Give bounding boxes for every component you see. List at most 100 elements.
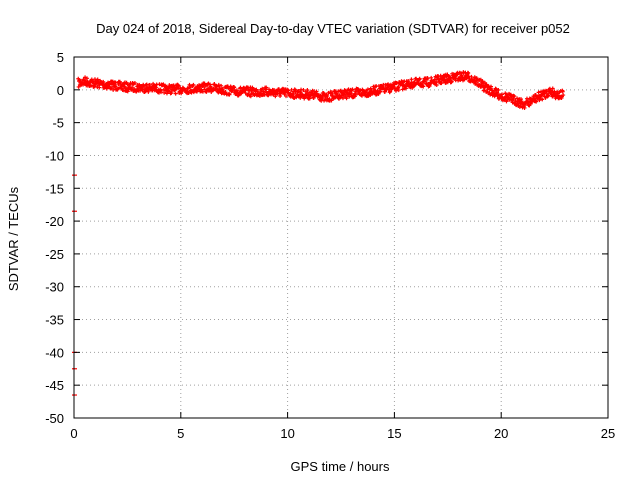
data-point xyxy=(284,94,289,99)
data-point xyxy=(406,81,411,86)
data-point xyxy=(162,90,167,95)
data-point xyxy=(510,100,515,105)
data-point xyxy=(344,96,349,101)
data-point xyxy=(291,92,296,97)
data-point xyxy=(264,85,269,90)
data-point xyxy=(473,80,478,85)
y-tick-label: -50 xyxy=(45,411,64,426)
data-point xyxy=(371,87,376,92)
data-point xyxy=(227,92,232,97)
data-point xyxy=(459,73,464,78)
data-point xyxy=(219,83,224,88)
data-point xyxy=(393,88,398,93)
data-point xyxy=(528,102,533,107)
data-point xyxy=(546,93,551,98)
data-point xyxy=(169,90,174,95)
y-axis-label: SDTVAR / TECUs xyxy=(6,186,21,291)
y-tick-label: 5 xyxy=(57,50,64,65)
y-tick-label: -5 xyxy=(52,116,64,131)
data-point xyxy=(552,90,557,95)
data-point xyxy=(216,82,221,87)
data-point xyxy=(223,90,228,95)
data-point xyxy=(560,89,565,94)
data-point xyxy=(496,88,501,93)
data-point xyxy=(113,84,118,89)
data-point xyxy=(254,87,259,92)
data-point xyxy=(132,81,137,86)
chart-title: Day 024 of 2018, Sidereal Day-to-day VTE… xyxy=(96,21,570,36)
x-tick-label: 0 xyxy=(70,426,77,441)
data-point xyxy=(549,88,554,93)
data-point xyxy=(489,84,494,89)
data-point xyxy=(147,82,152,87)
data-point xyxy=(500,92,505,97)
y-tick-label: -15 xyxy=(45,181,64,196)
data-point xyxy=(513,98,518,103)
data-point xyxy=(159,90,164,95)
data-point xyxy=(449,79,454,84)
y-tick-label: 0 xyxy=(57,83,64,98)
x-tick-label: 10 xyxy=(280,426,294,441)
data-point xyxy=(495,92,500,97)
data-point xyxy=(113,80,118,85)
data-point xyxy=(492,89,497,94)
data-point xyxy=(217,86,222,91)
data-point xyxy=(540,97,545,102)
data-point xyxy=(220,86,225,91)
data-point xyxy=(412,83,417,88)
data-point xyxy=(434,83,439,88)
data-point xyxy=(494,87,499,92)
data-point xyxy=(92,84,97,89)
data-point xyxy=(125,89,130,94)
data-point xyxy=(484,89,489,94)
data-point xyxy=(417,76,422,81)
x-tick-label: 15 xyxy=(387,426,401,441)
x-tick-label: 20 xyxy=(494,426,508,441)
data-point xyxy=(350,87,355,92)
y-tick-label: -45 xyxy=(45,378,64,393)
data-point xyxy=(191,82,196,87)
y-tick-label: -40 xyxy=(45,345,64,360)
data-point xyxy=(550,86,555,91)
y-tick-label: -35 xyxy=(45,313,64,328)
data-point xyxy=(260,86,265,91)
data-point xyxy=(466,74,471,79)
x-tick-label: 25 xyxy=(601,426,615,441)
data-point xyxy=(534,99,539,104)
data-point xyxy=(141,83,146,88)
plot-frame xyxy=(73,56,609,419)
y-tick-label: -30 xyxy=(45,280,64,295)
data-point xyxy=(340,96,345,101)
data-point xyxy=(320,96,325,101)
data-point xyxy=(396,88,401,93)
y-tick-labels: 5 0 -5 -10 -15 -20 -25 -30 -35 -40 -45 -50 xyxy=(45,50,64,426)
data-point xyxy=(305,88,310,93)
y-tick-label: -25 xyxy=(45,247,64,262)
data-point xyxy=(76,84,81,89)
data-point xyxy=(378,89,383,94)
y-tick-label: -20 xyxy=(45,214,64,229)
data-point xyxy=(421,84,426,89)
data-point xyxy=(389,87,394,92)
x-axis-label: GPS time / hours xyxy=(291,459,390,474)
data-point xyxy=(301,87,306,92)
data-point xyxy=(512,94,517,99)
data-point xyxy=(536,90,541,95)
data-point xyxy=(365,87,370,92)
ticks xyxy=(73,56,609,419)
data-point xyxy=(97,85,102,90)
data-point xyxy=(173,91,178,96)
data-point xyxy=(517,104,522,109)
data-point xyxy=(101,79,106,84)
data-point xyxy=(248,94,253,99)
x-tick-labels: 0 5 10 15 20 25 xyxy=(70,426,615,441)
x-tick-label: 5 xyxy=(177,426,184,441)
data-point xyxy=(85,76,90,81)
data-point xyxy=(561,93,566,98)
data-point xyxy=(232,85,237,90)
data-point xyxy=(425,76,430,81)
data-point xyxy=(432,77,437,82)
data-point xyxy=(117,79,122,84)
